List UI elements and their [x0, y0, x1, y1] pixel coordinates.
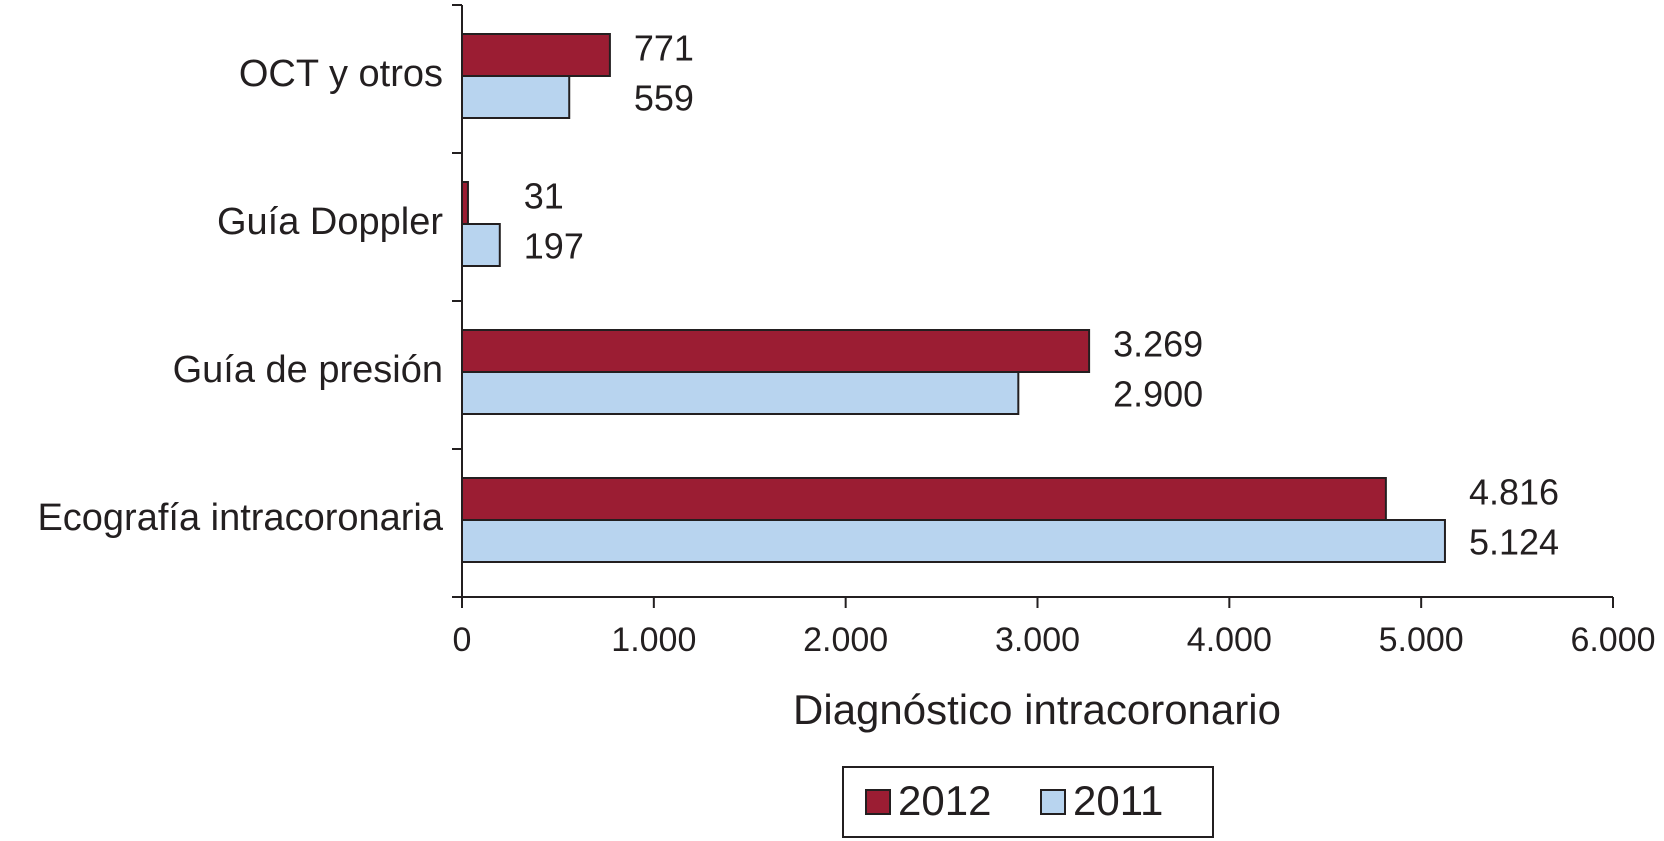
bar — [461, 477, 1387, 521]
bar — [461, 329, 1091, 373]
value-label: 4.816 — [1469, 472, 1559, 513]
value-label: 771 — [634, 28, 694, 69]
x-tick-label: 6.000 — [1570, 621, 1655, 659]
x-tick-label: 1.000 — [611, 621, 696, 659]
y-tick-label: Guía Doppler — [217, 201, 443, 243]
x-axis-title: Diagnóstico intracoronario — [793, 686, 1281, 733]
bar — [461, 75, 571, 119]
legend-swatch — [865, 789, 891, 815]
bar — [461, 371, 1020, 415]
value-label: 559 — [634, 78, 694, 119]
y-tick-label: OCT y otros — [239, 53, 443, 95]
x-tick-label: 2.000 — [803, 621, 888, 659]
x-tick-label: 0 — [453, 621, 472, 659]
value-label: 2.900 — [1113, 374, 1203, 415]
bar — [461, 181, 469, 225]
x-tick-label: 4.000 — [1187, 621, 1272, 659]
y-tick-label: Guía de presión — [173, 349, 443, 391]
legend-box — [842, 766, 1214, 838]
value-label: 5.124 — [1469, 522, 1559, 563]
value-label: 31 — [524, 176, 564, 217]
bar — [461, 33, 611, 77]
legend-swatch — [1040, 789, 1066, 815]
x-tick-label: 5.000 — [1379, 621, 1464, 659]
y-tick-label: Ecografía intracoronaria — [37, 497, 443, 539]
bar — [461, 223, 501, 267]
bar — [461, 519, 1446, 563]
x-tick-label: 3.000 — [995, 621, 1080, 659]
value-label: 3.269 — [1113, 324, 1203, 365]
legend-label: 2011 — [1073, 777, 1163, 824]
legend-label: 2012 — [898, 777, 991, 824]
value-label: 197 — [524, 226, 584, 267]
